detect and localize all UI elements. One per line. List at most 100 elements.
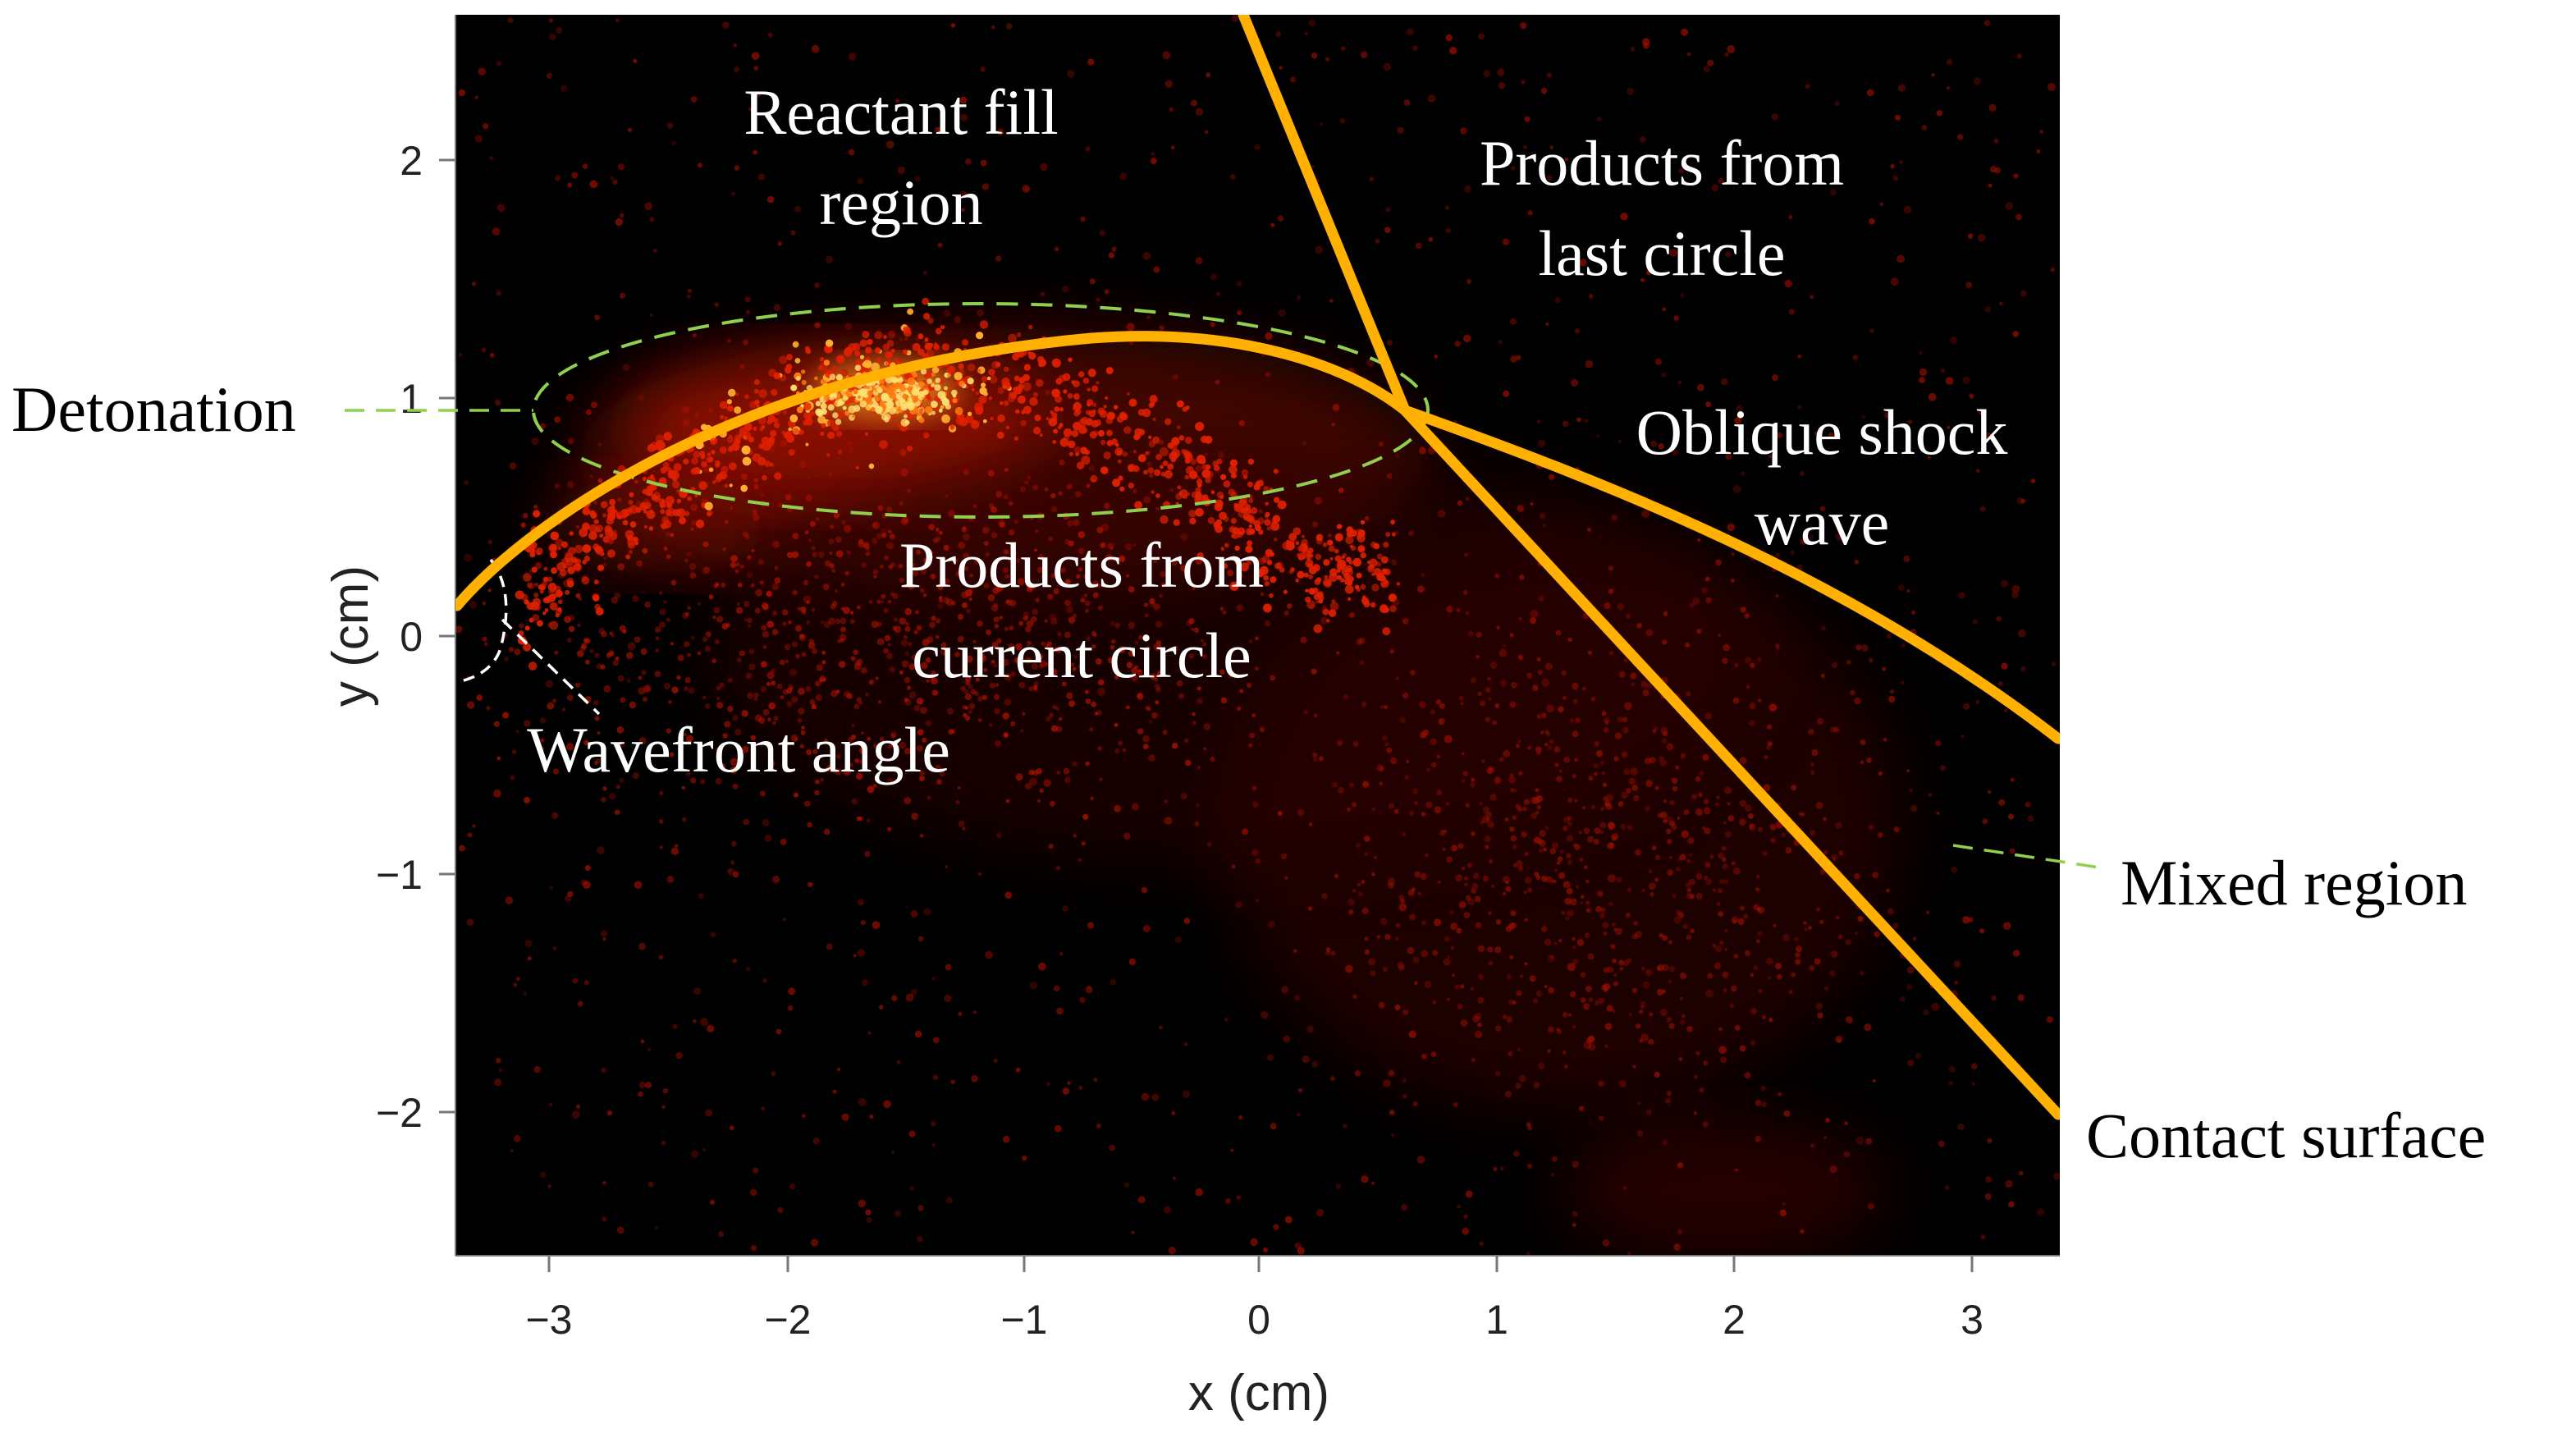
emission-speckle-dot <box>1718 177 1724 185</box>
emission-speckle-dot <box>1472 1014 1480 1023</box>
emission-speckle-dot <box>1529 975 1536 982</box>
emission-speckle-dot <box>856 697 862 703</box>
emission-speckle-dot <box>753 692 759 698</box>
emission-speckle-dot <box>1548 1026 1554 1033</box>
emission-speckle-dot <box>1456 1204 1462 1209</box>
emission-speckle-dot <box>1622 726 1629 734</box>
emission-speckle-dot <box>1016 332 1022 337</box>
emission-speckle-dot <box>716 696 721 701</box>
emission-speckle-dot <box>938 530 943 535</box>
emission-speckle-dot <box>757 456 766 466</box>
emission-speckle-dot <box>620 697 626 703</box>
emission-speckle-dot <box>1058 491 1063 496</box>
emission-speckle-dot <box>809 698 816 705</box>
emission-speckle-dot <box>1394 1005 1401 1010</box>
emission-speckle-dot <box>730 860 735 865</box>
emission-speckle-dot <box>478 67 486 76</box>
emission-speckle-dot <box>565 743 574 751</box>
emission-speckle-dot <box>1279 566 1285 573</box>
emission-speckle-dot <box>875 405 883 414</box>
emission-speckle-dot <box>1315 1208 1325 1217</box>
emission-speckle-dot <box>1123 426 1132 434</box>
emission-speckle-dot <box>1771 113 1779 121</box>
emission-speckle-dot <box>1799 471 1805 477</box>
emission-speckle-dot <box>617 510 624 516</box>
emission-speckle-dot <box>735 392 739 396</box>
emission-speckle-dot <box>961 208 965 213</box>
emission-speckle-dot <box>1346 556 1352 562</box>
emission-speckle-dot <box>766 438 775 447</box>
emission-speckle-dot <box>1527 1125 1532 1131</box>
emission-speckle-dot <box>1316 591 1324 598</box>
emission-speckle-dot <box>1023 364 1031 371</box>
emission-speckle-dot <box>1642 981 1650 989</box>
emission-speckle-dot <box>1202 642 1207 647</box>
emission-speckle-dot <box>1188 470 1198 479</box>
emission-speckle-dot <box>1817 1012 1823 1019</box>
emission-speckle-dot <box>838 661 846 668</box>
emission-speckle-dot <box>747 555 752 560</box>
emission-speckle-dot <box>833 402 837 406</box>
emission-speckle-dot <box>1588 997 1594 1003</box>
emission-speckle-dot <box>1608 821 1615 828</box>
emission-speckle-dot <box>1608 822 1615 831</box>
emission-speckle-dot <box>801 379 807 386</box>
emission-speckle-dot <box>1446 997 1451 1001</box>
emission-speckle-dot <box>1611 835 1617 841</box>
emission-speckle-dot <box>1078 547 1085 555</box>
emission-speckle-dot <box>510 775 515 781</box>
emission-speckle-dot <box>1456 927 1462 934</box>
emission-speckle-dot <box>1293 949 1297 954</box>
emission-speckle-dot <box>816 664 824 671</box>
emission-speckle-dot <box>1106 411 1115 420</box>
emission-speckle-dot <box>1517 505 1525 512</box>
emission-speckle-dot <box>602 513 607 518</box>
emission-speckle-dot <box>1009 599 1017 607</box>
emission-speckle-dot <box>549 1103 553 1106</box>
emission-speckle-dot <box>1509 633 1514 638</box>
emission-speckle-dot <box>1141 1092 1150 1101</box>
emission-speckle-dot <box>496 290 501 296</box>
emission-speckle-dot <box>622 520 629 526</box>
emission-speckle-dot <box>1380 705 1384 709</box>
emission-speckle-dot <box>1572 682 1579 690</box>
emission-speckle-dot <box>1891 277 1899 286</box>
emission-speckle-dot <box>1350 545 1357 551</box>
emission-speckle-dot <box>792 533 799 540</box>
emission-speckle-dot <box>1148 473 1154 478</box>
emission-speckle-dot <box>1360 584 1366 590</box>
emission-speckle-dot <box>922 271 927 276</box>
emission-speckle-dot <box>582 163 588 169</box>
emission-speckle-dot <box>849 53 857 61</box>
emission-speckle-dot <box>753 484 759 490</box>
emission-speckle-dot <box>991 506 997 513</box>
emission-speckle-dot <box>1480 821 1484 825</box>
emission-speckle-dot <box>1861 644 1869 652</box>
emission-speckle-dot <box>1617 602 1625 611</box>
emission-speckle-dot <box>1384 704 1389 710</box>
emission-speckle-dot <box>807 822 812 828</box>
emission-speckle-dot <box>1088 465 1096 472</box>
emission-speckle-dot <box>1798 812 1802 816</box>
emission-speckle-dot <box>1371 872 1375 877</box>
emission-speckle-dot <box>725 520 729 524</box>
emission-speckle-dot <box>811 607 816 612</box>
emission-speckle-dot <box>643 684 652 693</box>
emission-speckle-dot <box>861 667 867 674</box>
emission-speckle-dot <box>1731 916 1739 924</box>
emission-speckle-dot <box>622 629 627 634</box>
emission-speckle-dot <box>1997 681 2003 686</box>
emission-speckle-dot <box>1325 950 1331 956</box>
emission-speckle-dot <box>651 495 657 501</box>
emission-speckle-dot <box>819 679 823 683</box>
emission-speckle-dot <box>1171 437 1180 446</box>
emission-speckle-dot <box>741 710 748 717</box>
emission-speckle-dot <box>1810 770 1815 776</box>
emission-speckle-dot <box>1068 540 1074 547</box>
emission-speckle-dot <box>1474 895 1481 903</box>
emission-speckle-dot <box>1383 1079 1391 1087</box>
emission-speckle-dot <box>1499 680 1508 687</box>
emission-speckle-dot <box>1173 1176 1176 1180</box>
emission-speckle-dot <box>1261 1011 1269 1019</box>
emission-speckle-dot <box>887 330 896 339</box>
